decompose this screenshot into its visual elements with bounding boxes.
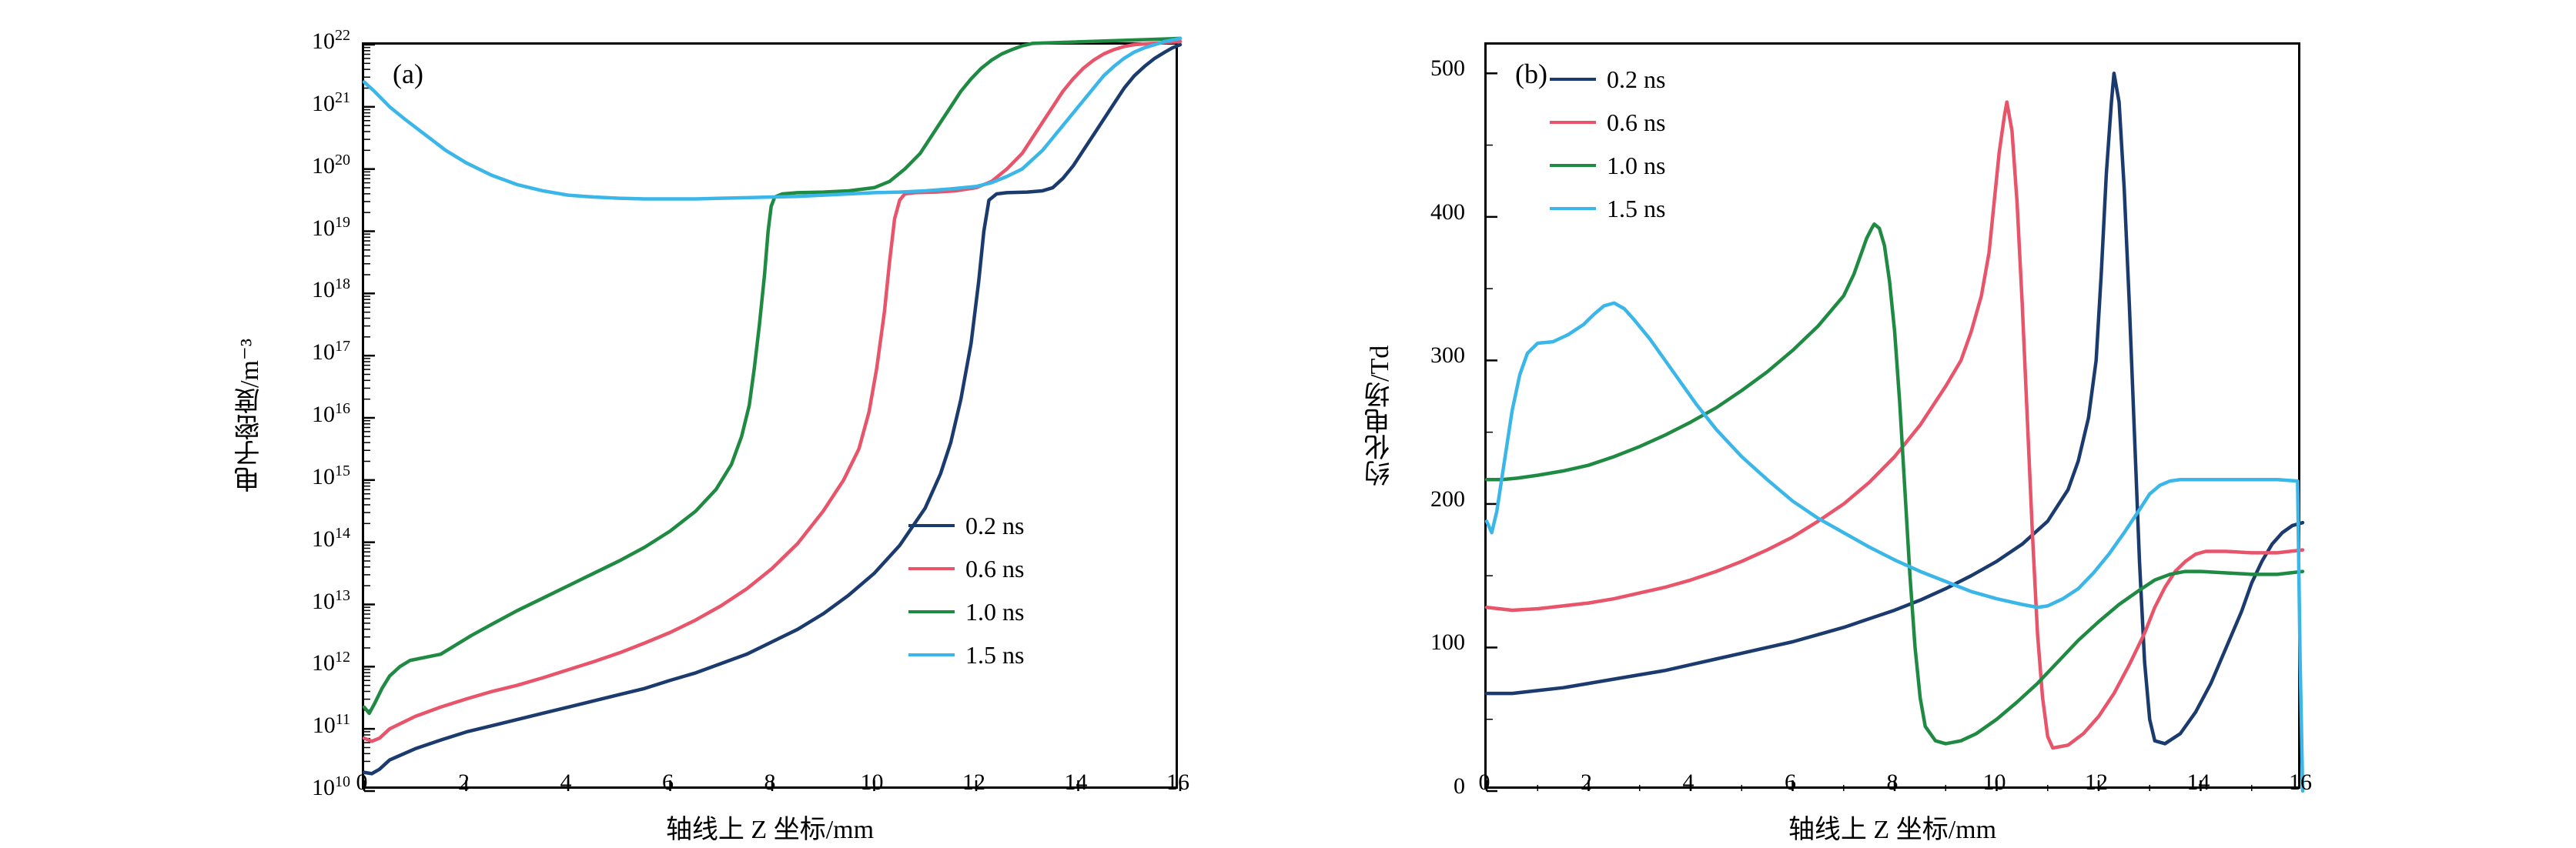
xtick-label-b-8: 8 (1869, 770, 1915, 796)
xtick-label-b-2: 2 (1564, 770, 1610, 796)
ytick-label-a-13: 1013 (262, 587, 350, 615)
ytick-label-a-22: 1022 (262, 27, 350, 55)
legend-panel-a: 0.2 ns 0.6 ns 1.0 ns 1.5 ns (908, 504, 1024, 676)
ytick-label-a-10: 1010 (262, 773, 350, 801)
legend-label-1.5-ns: 1.5 ns (965, 643, 1024, 667)
legend-item-0.2-ns: 0.2 ns (1550, 58, 1665, 101)
legend-label-0.6-ns: 0.6 ns (965, 556, 1024, 581)
ytick-label-b-500: 500 (1388, 55, 1465, 82)
legend-item-0.6-ns: 0.6 ns (908, 547, 1024, 590)
legend-label-1.0-ns: 1.0 ns (1607, 153, 1665, 178)
line-series-1.5-ns (1487, 303, 2303, 791)
line-series-1.0-ns (364, 38, 1180, 713)
line-series-0.2-ns (364, 45, 1180, 773)
legend-label-1.5-ns: 1.5 ns (1607, 196, 1665, 221)
ytick-label-a-17: 1017 (262, 338, 350, 366)
line-series-1.0-ns (1487, 224, 2303, 743)
ytick-label-a-21: 1021 (262, 89, 350, 117)
panel-a-xlabel: 轴线上 Z 坐标/mm (362, 808, 1178, 846)
panel-reduced-field: (b) 约化电场/Td 轴线上 Z 坐标/mm 0.2 ns 0.6 ns 1.0 … (1288, 0, 2576, 848)
ytick-label-a-16: 1016 (262, 400, 350, 428)
legend-swatch-0.2-ns (908, 524, 955, 527)
ytick-label-b-300: 300 (1388, 342, 1465, 369)
legend-swatch-1.5-ns (1550, 207, 1596, 210)
xtick-label-a-16: 16 (1155, 770, 1201, 796)
xtick-label-a-10: 10 (849, 770, 895, 796)
ytick-label-a-15: 1015 (262, 462, 350, 490)
xtick-label-a-4: 4 (543, 770, 589, 796)
ytick-label-b-0: 0 (1388, 773, 1465, 800)
ytick-label-b-100: 100 (1388, 629, 1465, 656)
chart-area-a (362, 42, 1178, 789)
xtick-label-b-4: 4 (1665, 770, 1711, 796)
xtick-label-a-6: 6 (645, 770, 691, 796)
legend-label-0.2-ns: 0.2 ns (1607, 67, 1665, 92)
xtick-label-b-10: 10 (1972, 770, 2018, 796)
xtick-label-b-12: 12 (2073, 770, 2119, 796)
legend-item-0.6-ns: 0.6 ns (1550, 101, 1665, 144)
panel-b-xlabel: 轴线上 Z 坐标/mm (1484, 808, 2300, 846)
line-series-0.6-ns (364, 42, 1180, 741)
xtick-label-b-6: 6 (1768, 770, 1814, 796)
legend-label-0.2-ns: 0.2 ns (965, 513, 1024, 538)
legend-swatch-1.5-ns (908, 653, 955, 656)
panel-b-ylabel: 约化电场/Td (1361, 254, 1399, 577)
ytick-label-a-14: 1014 (262, 525, 350, 553)
dual-chart-container: (a) 电子密度/m⁻³ 轴线上 Z 坐标/mm 0.2 ns 0.6 ns 1.0… (0, 0, 2576, 848)
legend-item-1.0-ns: 1.0 ns (1550, 144, 1665, 187)
legend-item-1.5-ns: 1.5 ns (908, 633, 1024, 676)
ytick-label-a-11: 1011 (262, 711, 350, 739)
legend-swatch-0.2-ns (1550, 78, 1596, 81)
legend-swatch-0.6-ns (908, 567, 955, 570)
legend-label-0.6-ns: 0.6 ns (1607, 110, 1665, 135)
ytick-label-a-18: 1018 (262, 275, 350, 303)
ytick-label-b-200: 200 (1388, 486, 1465, 512)
legend-panel-b: 0.2 ns 0.6 ns 1.0 ns 1.5 ns (1550, 58, 1665, 230)
xtick-label-a-12: 12 (951, 770, 997, 796)
panel-b-label: (b) (1515, 58, 1547, 90)
xtick-label-a-8: 8 (747, 770, 793, 796)
legend-item-1.5-ns: 1.5 ns (1550, 187, 1665, 230)
legend-swatch-1.0-ns (1550, 164, 1596, 167)
legend-item-0.2-ns: 0.2 ns (908, 504, 1024, 547)
ytick-label-a-12: 1012 (262, 649, 350, 676)
xtick-label-b-0: 0 (1461, 770, 1507, 796)
legend-label-1.0-ns: 1.0 ns (965, 599, 1024, 624)
ytick-label-b-400: 400 (1388, 199, 1465, 225)
ytick-label-a-20: 1020 (262, 152, 350, 179)
xtick-label-a-14: 14 (1053, 770, 1099, 796)
legend-item-1.0-ns: 1.0 ns (908, 590, 1024, 633)
xtick-label-b-14: 14 (2176, 770, 2222, 796)
panel-electron-density: (a) 电子密度/m⁻³ 轴线上 Z 坐标/mm 0.2 ns 0.6 ns 1.0… (0, 0, 1288, 848)
xtick-label-a-2: 2 (441, 770, 487, 796)
ytick-label-a-19: 1019 (262, 214, 350, 242)
legend-swatch-0.6-ns (1550, 121, 1596, 124)
xtick-label-b-16: 16 (2277, 770, 2323, 796)
line-series-1.5-ns (364, 38, 1180, 199)
xtick-label-a-0: 0 (339, 770, 385, 796)
panel-a-label: (a) (393, 58, 423, 90)
legend-swatch-1.0-ns (908, 610, 955, 613)
